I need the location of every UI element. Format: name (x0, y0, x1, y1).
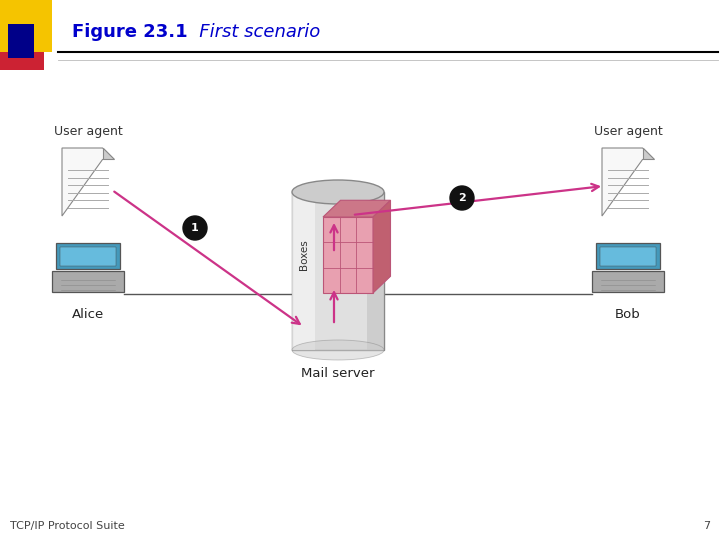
Bar (292, 192, 384, 350)
Bar (52, 271, 124, 292)
Text: First scenario: First scenario (182, 23, 320, 41)
Text: Boxes: Boxes (299, 240, 309, 271)
Bar (596, 243, 660, 269)
Bar (367, 192, 384, 350)
Bar (0, 0, 52, 52)
Text: Mail server: Mail server (301, 367, 374, 380)
Bar (60, 247, 116, 266)
Polygon shape (602, 148, 654, 216)
Polygon shape (373, 200, 390, 293)
Ellipse shape (292, 340, 384, 360)
Bar (0, 52, 44, 70)
Bar (323, 217, 373, 293)
Polygon shape (323, 200, 390, 217)
Bar (292, 192, 315, 350)
Polygon shape (62, 148, 114, 216)
Circle shape (183, 216, 207, 240)
Ellipse shape (292, 180, 384, 204)
Polygon shape (102, 148, 114, 159)
Circle shape (450, 186, 474, 210)
Text: Figure 23.1: Figure 23.1 (72, 23, 188, 41)
Bar (592, 271, 664, 292)
Text: 1: 1 (191, 223, 199, 233)
Bar (56, 243, 120, 269)
Bar (600, 247, 656, 266)
Polygon shape (642, 148, 654, 159)
Text: Bob: Bob (615, 308, 641, 321)
Text: Alice: Alice (72, 308, 104, 321)
Bar (8, 24, 34, 58)
Text: TCP/IP Protocol Suite: TCP/IP Protocol Suite (10, 521, 125, 531)
Text: 2: 2 (458, 193, 466, 203)
Text: User agent: User agent (53, 125, 122, 138)
Text: User agent: User agent (593, 125, 662, 138)
Text: 7: 7 (703, 521, 710, 531)
